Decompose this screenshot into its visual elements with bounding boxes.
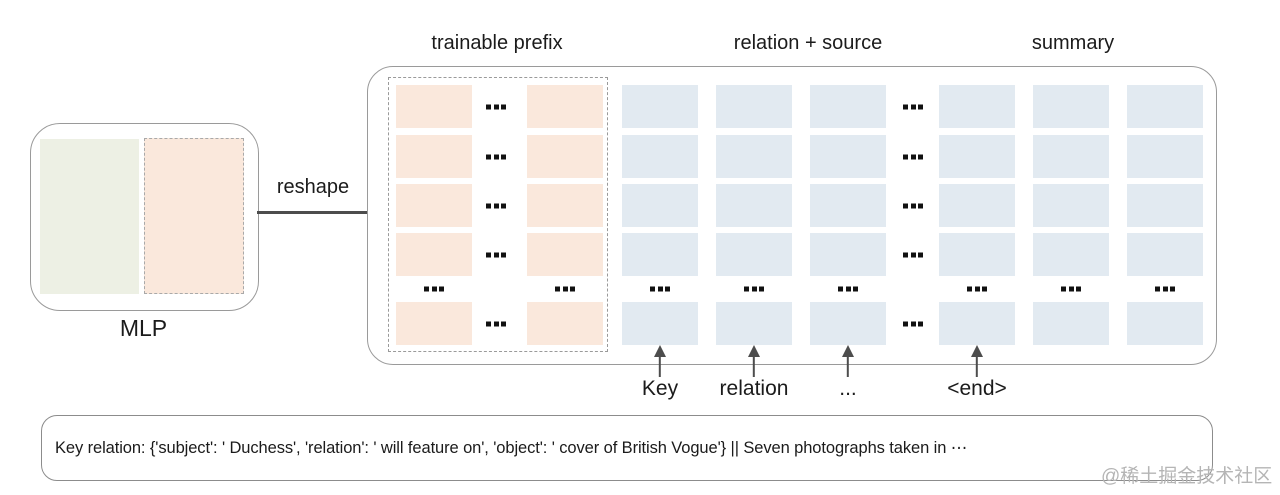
mlp-input-matrix [40,139,139,294]
token-cell [810,184,886,227]
token-cell [622,233,698,276]
ellipsis-dots-icon [650,286,670,292]
token-cell [1127,233,1203,276]
watermark: @稀土掘金技术社区 [1101,466,1273,487]
token-cell [622,135,698,178]
ellipsis-dots-icon [903,321,923,326]
ellipsis-dots-icon [903,154,923,159]
token-cell [716,85,792,128]
token-arrowhead-icon [654,345,666,357]
mlp-box [30,123,259,311]
ellipsis-dots-icon [555,286,575,292]
token-arrowhead-icon [971,345,983,357]
token-arrow [846,354,850,377]
mlp-output-matrix-dashed [144,138,244,294]
ellipsis-dots-icon [486,252,506,257]
token-cell [939,85,1015,128]
prefix-cell [527,184,603,227]
caption-text: Key relation: {'subject': ' Duchess', 'r… [55,439,968,457]
token-arrow [975,354,979,377]
token-label: <end> [947,377,1007,400]
token-cell [939,302,1015,345]
ellipsis-dots-icon [903,203,923,208]
token-cell [810,85,886,128]
token-cell [716,135,792,178]
token-cell [1033,135,1109,178]
prefix-cell [396,233,472,276]
prefix-cell [396,184,472,227]
token-cell [810,302,886,345]
prefix-cell [527,302,603,345]
section-label-relation-source: relation + source [733,32,883,54]
token-cell [622,184,698,227]
token-cell [1127,85,1203,128]
token-cell [1033,302,1109,345]
ellipsis-dots-icon [486,154,506,159]
token-cell [716,302,792,345]
section-label-trainable-prefix: trainable prefix [431,32,563,54]
ellipsis-dots-icon [838,286,858,292]
token-cell [716,184,792,227]
token-cell [1127,135,1203,178]
token-cell [1127,302,1203,345]
token-cell [1033,184,1109,227]
token-arrow [752,354,756,377]
token-label: Key [641,377,679,400]
token-cell [622,85,698,128]
reshape-arrow [257,211,381,214]
ellipsis-dots-icon [486,203,506,208]
token-label: ... [839,377,857,400]
token-cell [810,135,886,178]
token-cell [939,233,1015,276]
prefix-cell [527,85,603,128]
token-cell [1033,233,1109,276]
ellipsis-dots-icon [903,252,923,257]
token-cell [1127,184,1203,227]
ellipsis-dots-icon [967,286,987,292]
token-cell [939,184,1015,227]
trainable-prefix-box [388,77,608,352]
token-cell [1033,85,1109,128]
token-arrowhead-icon [748,345,760,357]
ellipsis-dots-icon [486,104,506,109]
ellipsis-dots-icon [486,321,506,326]
ellipsis-dots-icon [1155,286,1175,292]
mlp-label: MLP [119,315,168,341]
token-cell [939,135,1015,178]
token-arrow [658,354,662,377]
section-label-summary: summary [1031,32,1115,54]
token-cell [810,233,886,276]
reshape-label: reshape [276,176,350,198]
prefix-cell [396,135,472,178]
ellipsis-dots-icon [1061,286,1081,292]
ellipsis-dots-icon [424,286,444,292]
prefix-cell [527,135,603,178]
prefix-cell [396,85,472,128]
token-arrowhead-icon [842,345,854,357]
caption-box: Key relation: {'subject': ' Duchess', 'r… [41,415,1213,481]
token-cell [622,302,698,345]
token-label: relation [719,377,789,400]
token-cell [716,233,792,276]
prefix-cell [527,233,603,276]
ellipsis-dots-icon [903,104,923,109]
ellipsis-dots-icon [744,286,764,292]
prefix-cell [396,302,472,345]
